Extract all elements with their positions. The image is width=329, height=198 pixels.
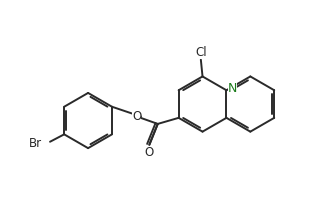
Text: Cl: Cl [195, 46, 207, 59]
Text: O: O [144, 146, 154, 159]
Text: Br: Br [29, 137, 42, 150]
Text: N: N [228, 82, 237, 95]
Text: O: O [132, 110, 141, 123]
